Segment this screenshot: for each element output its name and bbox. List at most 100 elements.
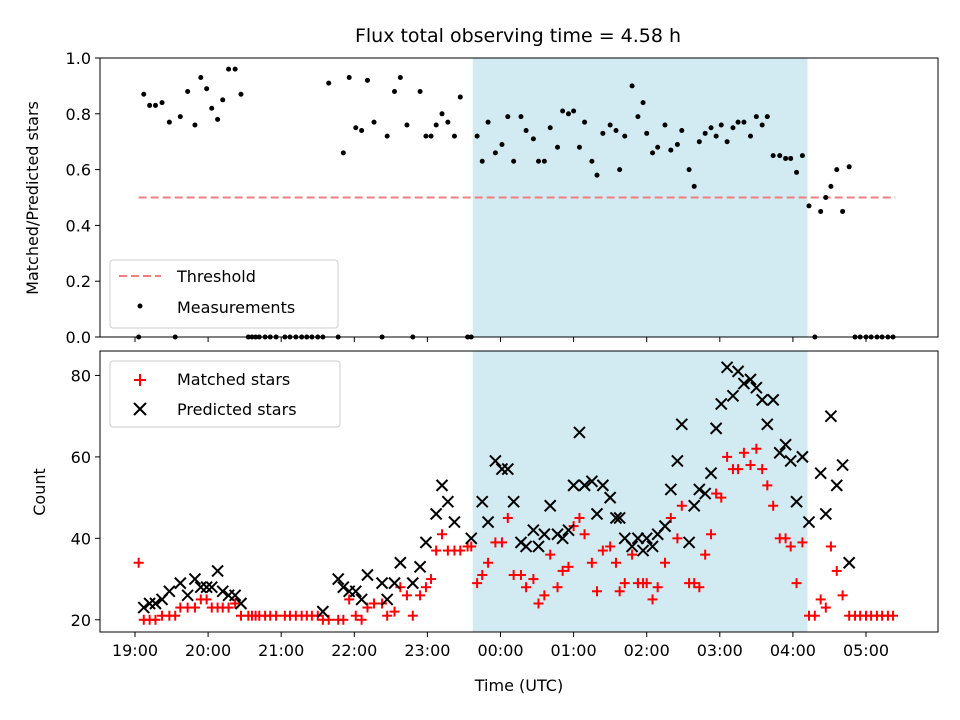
- measurement-point: [783, 155, 789, 161]
- measurement-point: [555, 144, 561, 150]
- matched-star-point: [133, 557, 144, 568]
- matched-star-point: [483, 557, 494, 568]
- measurement-point: [823, 195, 829, 200]
- predicted-star-point: [527, 523, 540, 537]
- measurement-point: [679, 128, 685, 134]
- predicted-star-point: [671, 454, 684, 468]
- predicted-star-point: [720, 361, 734, 374]
- matched-star-point: [545, 549, 556, 560]
- matched-star-point: [591, 586, 602, 597]
- predicted-star-point: [481, 515, 495, 529]
- measurement-point: [718, 122, 724, 128]
- predicted-star-point: [766, 393, 780, 407]
- predicted-star-point: [495, 462, 509, 476]
- predicted-star-point: [448, 515, 461, 529]
- legend-measurements-label: Measurements: [177, 298, 295, 317]
- matched-star-point: [201, 594, 212, 605]
- predicted-star-point: [556, 532, 569, 545]
- measurement-point: [788, 155, 794, 161]
- matched-star-point: [809, 610, 820, 621]
- measurement-point: [185, 88, 191, 94]
- matched-star-point: [271, 610, 282, 621]
- predicted-star-point: [375, 576, 389, 590]
- predicted-star-point: [394, 556, 407, 569]
- predicted-star-point: [613, 511, 626, 525]
- predicted-star-point: [773, 446, 786, 460]
- bottom-y-tick-label: 40: [71, 529, 91, 548]
- measurement-point: [640, 100, 646, 106]
- predicted-star-point: [163, 585, 176, 598]
- predicted-star-point: [355, 593, 368, 606]
- predicted-star-point: [836, 458, 849, 472]
- measurement-point: [777, 153, 783, 159]
- predicted-star-point: [796, 450, 809, 464]
- matched-star-point: [338, 614, 349, 625]
- predicted-star-point: [413, 560, 427, 574]
- matched-star-point: [563, 561, 574, 572]
- highlight-span: [472, 351, 808, 632]
- matched-star-point: [733, 464, 744, 475]
- measurement-point: [359, 128, 365, 134]
- x-tick-label: 05:00: [843, 641, 889, 660]
- matched-star-point: [722, 451, 733, 462]
- measurement-point: [686, 167, 692, 173]
- matched-star-point: [745, 460, 756, 471]
- bottom-y-axis-label: Count: [30, 468, 49, 516]
- legend-predicted-label: Predicted stars: [177, 400, 297, 419]
- predicted-star-point: [316, 605, 330, 618]
- measurement-point: [622, 133, 628, 139]
- predicted-star-point: [441, 495, 455, 508]
- x-tick-label: 22:00: [331, 641, 377, 660]
- matched-star-point: [825, 541, 836, 552]
- measurement-point: [159, 100, 165, 106]
- predicted-star-point: [361, 568, 374, 582]
- measurement-point: [141, 91, 147, 97]
- matched-star-point: [689, 578, 700, 589]
- x-axis-label: Time (UTC): [474, 676, 563, 695]
- top-legend: Threshold Measurements: [109, 259, 339, 329]
- matched-star-point: [395, 582, 406, 593]
- predicted-star-point: [544, 499, 557, 512]
- measurement-point: [511, 158, 517, 164]
- matched-star-point: [751, 443, 762, 454]
- matched-star-point: [230, 598, 241, 609]
- measurement-point: [748, 133, 754, 139]
- predicted-star-point: [830, 479, 843, 492]
- predicted-star-point: [802, 515, 816, 529]
- predicted-star-point: [465, 532, 478, 545]
- measurement-point: [177, 114, 183, 120]
- measurement-point: [423, 133, 429, 139]
- matched-star-point: [831, 565, 842, 576]
- predicted-star-point: [704, 466, 718, 480]
- predicted-star-point: [784, 454, 797, 468]
- matched-star-point: [619, 578, 630, 589]
- measurement-point: [485, 119, 491, 125]
- predicted-star-point: [501, 462, 515, 476]
- predicted-star-point: [790, 495, 803, 508]
- measurement-point: [479, 158, 485, 164]
- measurement-point: [662, 122, 668, 128]
- predicted-star-point: [609, 511, 623, 525]
- measurement-point: [560, 108, 566, 114]
- matched-star-point: [797, 537, 808, 548]
- matched-star-point: [455, 545, 466, 556]
- predicted-star-point: [675, 418, 688, 431]
- measurement-point: [571, 108, 577, 114]
- predicted-star-point: [332, 572, 345, 586]
- predicted-star-point: [476, 495, 489, 508]
- top-y-tick-label: 0.0: [66, 328, 91, 347]
- measurement-point: [617, 167, 623, 173]
- x-tick-label: 20:00: [185, 641, 231, 660]
- measurement-point: [518, 114, 524, 120]
- measurement-point: [209, 105, 215, 111]
- predicted-star-point: [640, 532, 653, 545]
- matched-star-point: [610, 557, 621, 568]
- matched-star-point: [431, 545, 442, 556]
- measurement-point: [204, 86, 210, 92]
- matched-star-point: [820, 602, 831, 613]
- predicted-star-point: [664, 483, 678, 496]
- measurement-point: [724, 139, 730, 145]
- measurement-point: [445, 119, 451, 125]
- predicted-star-point: [174, 576, 187, 590]
